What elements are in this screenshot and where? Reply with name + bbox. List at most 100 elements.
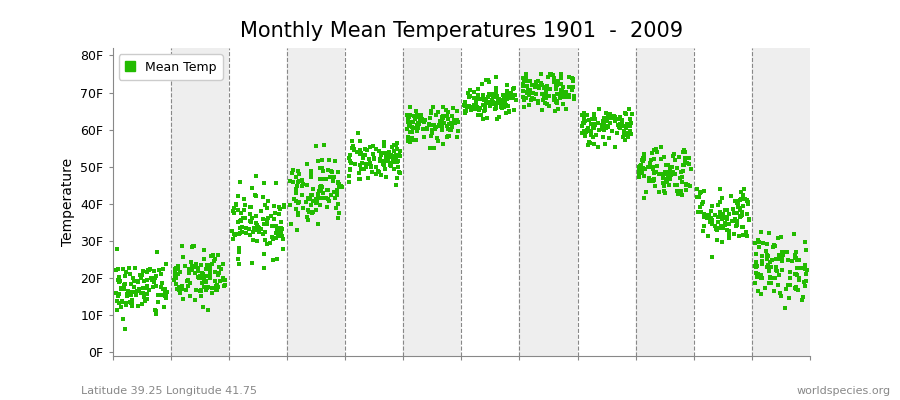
Point: [460, 104, 474, 110]
Point: [400, 138, 415, 145]
Point: [230, 219, 245, 225]
Point: [433, 120, 447, 126]
Point: [598, 119, 612, 126]
Point: [286, 167, 301, 173]
Point: [149, 311, 164, 317]
Point: [620, 121, 634, 127]
Point: [754, 274, 769, 281]
Point: [643, 160, 657, 166]
Point: [186, 263, 201, 270]
Point: [259, 241, 274, 248]
Point: [734, 223, 749, 230]
Point: [140, 290, 154, 297]
Point: [191, 274, 205, 280]
Point: [357, 146, 372, 152]
Point: [310, 199, 324, 205]
Point: [330, 189, 345, 195]
Point: [122, 288, 136, 294]
Point: [145, 276, 159, 282]
Point: [275, 233, 290, 239]
Point: [748, 280, 762, 286]
Point: [720, 207, 734, 213]
Point: [391, 158, 405, 164]
Point: [303, 202, 318, 208]
Point: [763, 274, 778, 281]
Point: [705, 217, 719, 224]
Point: [500, 102, 514, 108]
Point: [306, 198, 320, 204]
Point: [775, 258, 789, 264]
Point: [215, 277, 230, 284]
Point: [555, 84, 570, 90]
Point: [595, 122, 609, 128]
Point: [798, 247, 813, 253]
Point: [292, 198, 306, 205]
Point: [637, 150, 652, 157]
Point: [577, 128, 591, 134]
Point: [494, 100, 508, 106]
Point: [486, 100, 500, 107]
Point: [330, 201, 345, 208]
Point: [112, 266, 126, 272]
Point: [596, 134, 610, 140]
Point: [382, 151, 397, 157]
Point: [328, 205, 343, 211]
Point: [458, 108, 473, 114]
Point: [421, 120, 436, 127]
Point: [257, 229, 272, 236]
Point: [485, 91, 500, 97]
Point: [503, 95, 517, 102]
Point: [353, 150, 367, 157]
Point: [304, 174, 319, 180]
Point: [724, 218, 739, 224]
Point: [182, 266, 196, 272]
Point: [249, 220, 264, 226]
Point: [678, 158, 692, 164]
Point: [212, 264, 226, 270]
Point: [410, 122, 424, 129]
Point: [199, 278, 213, 284]
Point: [775, 249, 789, 256]
Point: [734, 214, 748, 220]
Point: [409, 136, 423, 143]
Point: [150, 292, 165, 299]
Point: [449, 134, 464, 140]
Point: [140, 276, 154, 283]
Point: [226, 208, 240, 214]
Point: [526, 90, 540, 96]
Point: [400, 114, 415, 121]
Point: [644, 164, 658, 170]
Point: [729, 198, 743, 204]
Point: [536, 97, 550, 104]
Point: [218, 282, 232, 288]
Point: [733, 205, 747, 211]
Point: [464, 86, 478, 93]
Point: [500, 88, 514, 94]
Point: [488, 94, 502, 100]
Point: [148, 275, 162, 282]
Point: [130, 279, 145, 286]
Point: [664, 164, 679, 170]
Point: [516, 94, 530, 101]
Point: [302, 208, 316, 215]
Point: [580, 129, 594, 135]
Point: [773, 234, 788, 240]
Point: [647, 176, 662, 182]
Point: [158, 294, 173, 301]
Point: [581, 142, 596, 148]
Point: [582, 128, 597, 134]
Point: [494, 100, 508, 107]
Point: [201, 262, 215, 268]
Point: [121, 293, 135, 299]
Point: [359, 162, 374, 168]
Point: [647, 146, 662, 153]
Point: [227, 205, 241, 211]
Point: [471, 91, 485, 98]
Point: [788, 271, 803, 277]
Point: [371, 168, 385, 174]
Point: [469, 102, 483, 109]
Point: [785, 258, 799, 264]
Point: [152, 267, 166, 274]
Point: [195, 270, 210, 277]
Point: [478, 103, 492, 110]
